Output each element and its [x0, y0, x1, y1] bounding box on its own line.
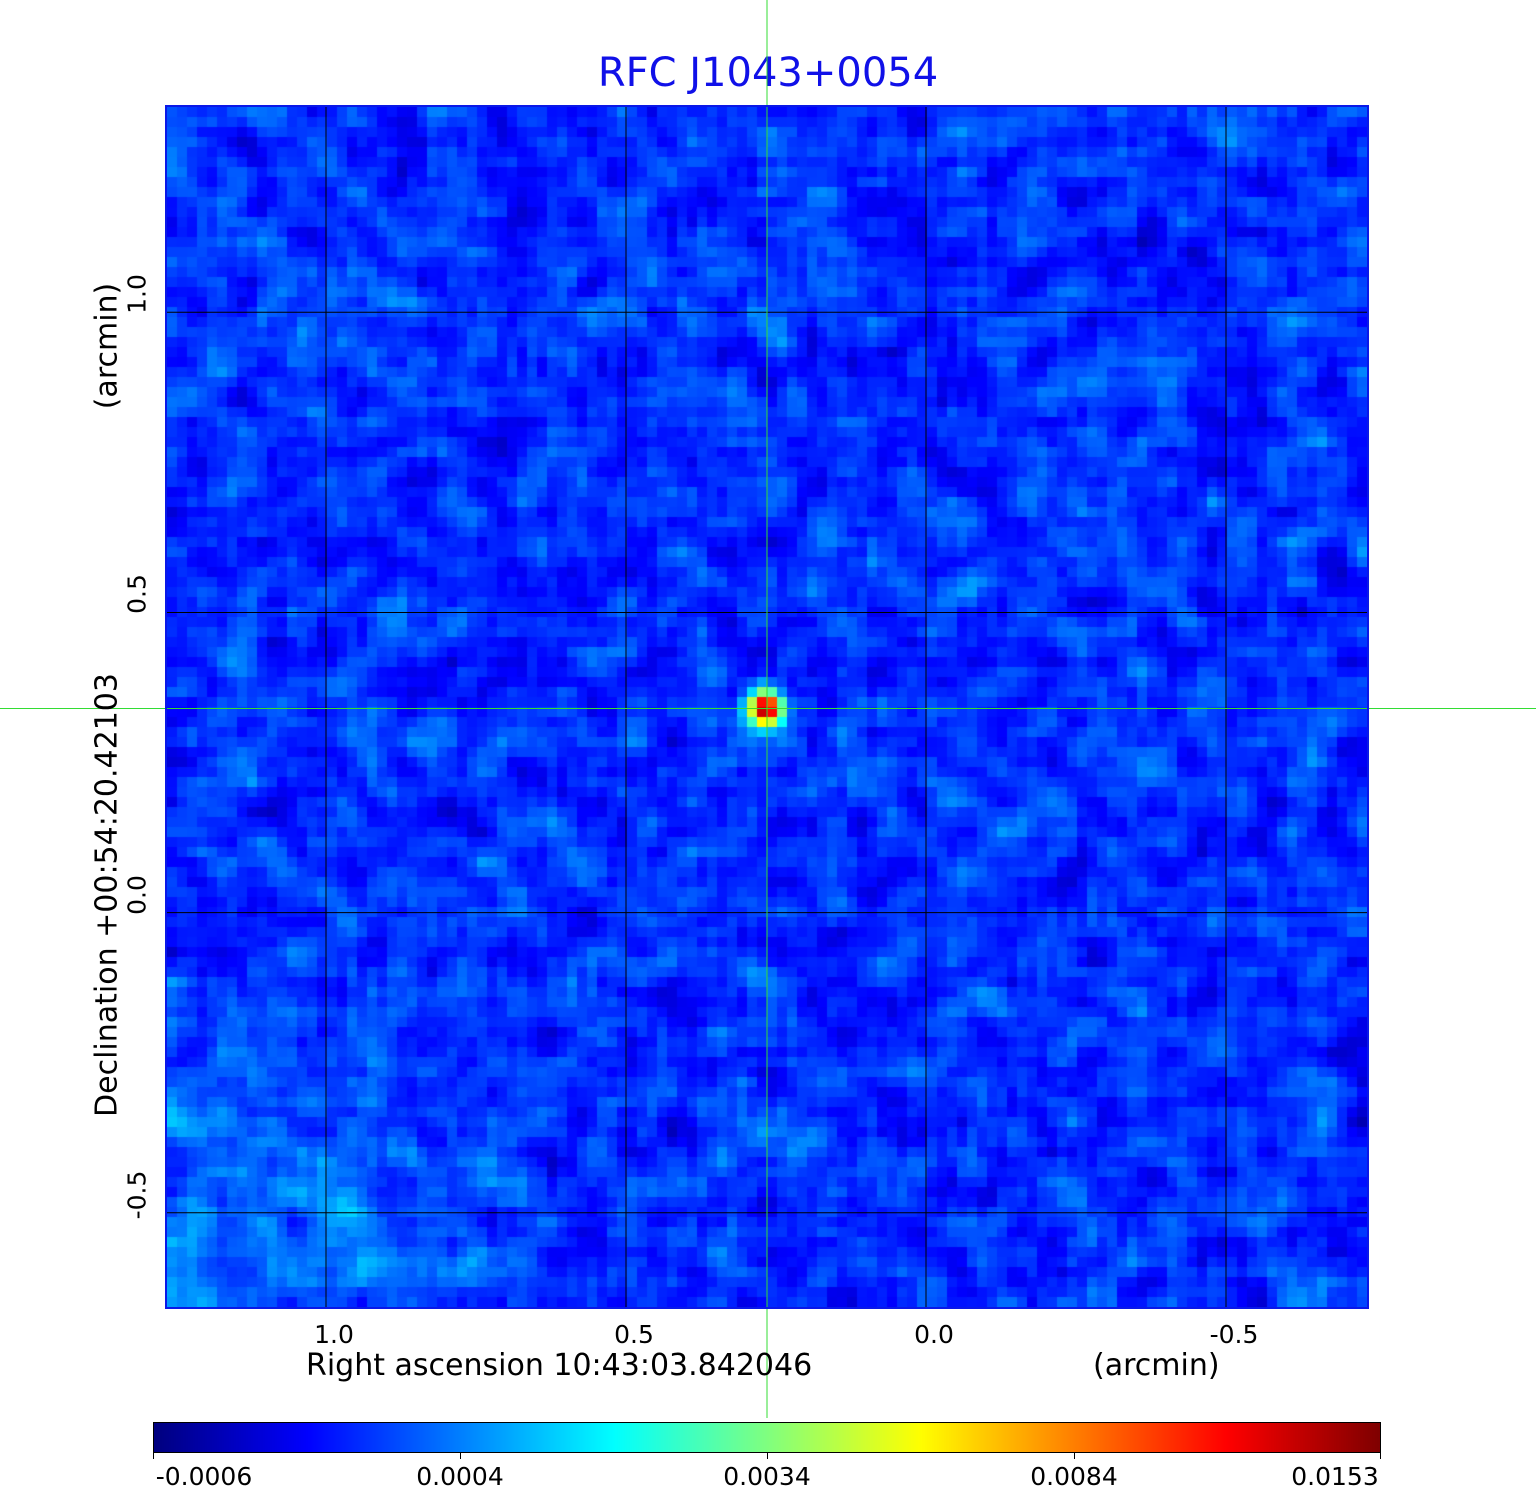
colorbar-tick-label: -0.0006: [155, 1462, 253, 1491]
x-axis-unit: (arcmin): [1093, 1348, 1220, 1383]
y-axis-label: Declination +00:54:20.42103: [89, 673, 125, 1117]
x-tick-label: -0.5: [1209, 1320, 1259, 1349]
colorbar-tick-label: 0.0153: [1291, 1462, 1379, 1491]
colorbar-tick-label: 0.0004: [416, 1462, 504, 1491]
colorbar-tick-mark: [1380, 1453, 1381, 1459]
x-tick-label: 0.5: [614, 1320, 654, 1349]
y-tick-label: 1.0: [122, 274, 152, 315]
colorbar-tick-mark: [1074, 1453, 1075, 1459]
y-tick-label: 0.5: [122, 574, 152, 615]
colorbar-tick-label: 0.0084: [1030, 1462, 1118, 1491]
colorbar-tick-mark: [460, 1453, 461, 1459]
colorbar-tick-mark: [153, 1453, 154, 1459]
colorbar-tick-label: 0.0034: [723, 1462, 811, 1491]
y-tick-label: -0.5: [122, 1170, 152, 1220]
colorbar: [153, 1422, 1381, 1453]
colorbar-tick-mark: [767, 1453, 768, 1459]
x-tick-label: 1.0: [314, 1320, 354, 1349]
x-tick-label: 0.0: [914, 1320, 954, 1349]
y-axis-unit: (arcmin): [89, 282, 125, 410]
chart-title: RFC J1043+0054: [597, 50, 939, 96]
x-axis-label: Right ascension 10:43:03.842046: [306, 1348, 813, 1383]
y-tick-label: 0.0: [122, 874, 152, 915]
plot-frame: [165, 105, 1369, 1309]
